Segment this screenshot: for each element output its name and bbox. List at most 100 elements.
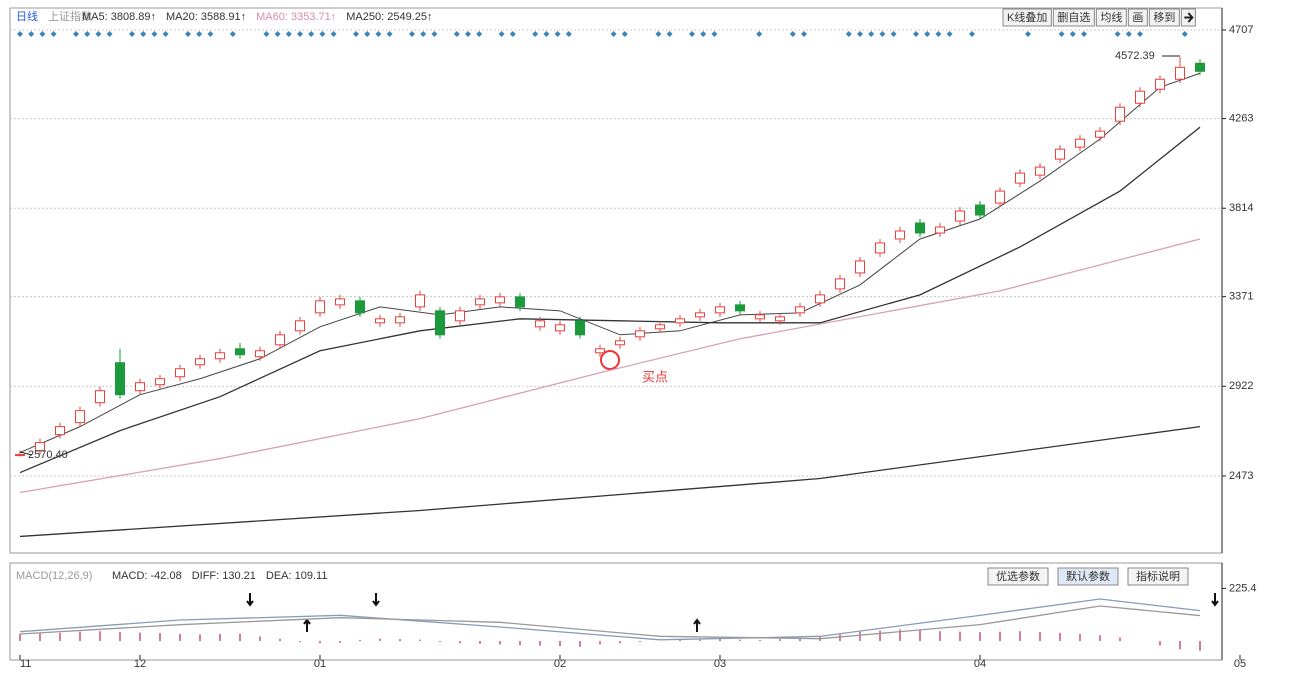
- candle-body: [275, 334, 285, 346]
- candle-body: [395, 316, 405, 324]
- button-label: 优选参数: [996, 569, 1040, 583]
- candle-body: [555, 324, 565, 332]
- macd-signals: [246, 593, 1219, 632]
- signal-diamond: [756, 31, 763, 37]
- candle-body: [435, 310, 445, 336]
- buy-point-marker: [600, 350, 620, 370]
- signal-diamond: [554, 31, 561, 37]
- toolbar-button[interactable]: 均线: [1095, 8, 1127, 27]
- candle-body: [475, 298, 485, 306]
- candle-body: [515, 296, 525, 308]
- candle-body: [1115, 106, 1125, 122]
- signal-diamond: [285, 31, 292, 37]
- candle-body: [15, 454, 25, 457]
- signal-arrow: [246, 593, 254, 607]
- toolbar-button[interactable]: 画: [1127, 8, 1148, 27]
- candle-body: [1015, 172, 1025, 184]
- y-tick-label: 4707: [1229, 24, 1253, 36]
- candle-body: [1095, 130, 1105, 138]
- signal-row: [17, 31, 1188, 37]
- signal-diamond: [196, 31, 203, 37]
- candle-body: [255, 350, 265, 358]
- candle-body: [1175, 66, 1185, 80]
- button-label: 均线: [1100, 10, 1122, 24]
- signal-arrow: [372, 593, 380, 607]
- candle-body: [835, 278, 845, 290]
- signal-diamond: [1081, 31, 1087, 37]
- signal-diamond: [1114, 31, 1121, 37]
- candle-body: [695, 312, 705, 318]
- signal-diamond: [801, 31, 807, 37]
- y-tick-label: 2922: [1229, 380, 1253, 392]
- candle-body: [795, 306, 805, 314]
- button-frame: [1148, 8, 1180, 27]
- signal-diamond: [420, 31, 427, 37]
- candle-body: [715, 306, 725, 314]
- candle-body: [335, 298, 345, 306]
- button-label: K线叠加: [1007, 10, 1047, 24]
- signal-diamond: [375, 31, 382, 37]
- indicator-button[interactable]: 优选参数: [987, 567, 1049, 586]
- x-tick-label: 01: [314, 658, 326, 670]
- button-label: 默认参数: [1066, 569, 1110, 583]
- signal-diamond: [1058, 31, 1065, 37]
- signal-diamond: [879, 31, 886, 37]
- candle-body: [755, 314, 765, 320]
- signal-diamond: [364, 31, 371, 37]
- signal-diamond: [532, 31, 539, 37]
- signal-diamond: [308, 31, 315, 37]
- candle-body: [955, 210, 965, 222]
- signal-diamond: [845, 31, 852, 37]
- signal-arrow: [1211, 593, 1219, 607]
- signal-diamond: [162, 31, 169, 37]
- candle-body: [635, 330, 645, 338]
- indicator-button[interactable]: 默认参数: [1057, 567, 1119, 586]
- candle-body: [215, 352, 225, 360]
- signal-diamond: [84, 31, 91, 37]
- period-label: 日线: [16, 9, 38, 23]
- signal-diamond: [319, 31, 326, 37]
- indicator-button[interactable]: 指标说明: [1127, 567, 1189, 586]
- signal-diamond: [890, 31, 897, 37]
- signal-diamond: [106, 31, 113, 37]
- candle-body: [455, 310, 465, 322]
- toolbar-button[interactable]: K线叠加: [1002, 8, 1052, 27]
- button-frame: [1127, 567, 1189, 586]
- signal-diamond: [140, 31, 147, 37]
- signal-diamond: [666, 31, 673, 37]
- signal-diamond: [453, 31, 460, 37]
- signal-diamond: [946, 31, 953, 37]
- button-frame: [1057, 567, 1119, 586]
- signal-diamond: [151, 31, 158, 37]
- ma-line: [19, 72, 1201, 454]
- signal-diamond: [1181, 31, 1188, 37]
- signal-diamond: [386, 31, 393, 37]
- signal-diamond: [330, 31, 337, 37]
- signal-diamond: [73, 31, 79, 37]
- signal-diamond: [1025, 31, 1031, 37]
- candle-body: [55, 426, 65, 436]
- button-label: 画: [1132, 12, 1143, 24]
- signal-diamond: [610, 31, 617, 37]
- candle-body: [495, 296, 505, 304]
- candle-body: [875, 242, 885, 254]
- button-frame: [1095, 8, 1127, 27]
- macd-line: [19, 605, 1201, 640]
- toolbar-button[interactable]: 删自选: [1052, 8, 1095, 27]
- candle-body: [75, 410, 85, 424]
- candle-body: [775, 316, 785, 322]
- candle-body: [675, 318, 685, 324]
- candle-body: [995, 190, 1005, 204]
- signal-diamond: [543, 31, 550, 37]
- macd-label: MACD: -42.08: [112, 570, 182, 582]
- signal-arrow: [693, 618, 701, 632]
- macd-label: DEA: 109.11: [266, 570, 328, 582]
- candle-body: [1075, 138, 1085, 148]
- candle-body: [1035, 166, 1045, 176]
- toolbar-button[interactable]: 移到: [1148, 8, 1180, 27]
- signal-diamond: [95, 31, 102, 37]
- candle-body: [1135, 90, 1145, 104]
- x-tick-label: 11: [20, 658, 31, 670]
- button-label: 移到: [1153, 11, 1175, 24]
- candle-body: [115, 362, 125, 396]
